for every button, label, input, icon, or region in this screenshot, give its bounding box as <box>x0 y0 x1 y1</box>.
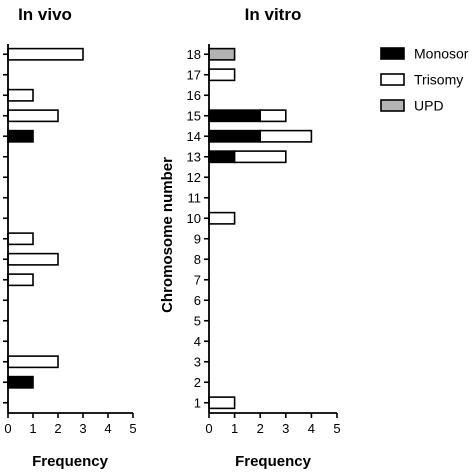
in-vitro-y-tick-label-9: 9 <box>194 231 201 246</box>
in-vivo-bars <box>7 47 84 389</box>
in-vitro-y-tick-label-16: 16 <box>187 88 201 103</box>
in-vitro-title: In vitro <box>245 5 302 24</box>
in-vivo-bar-trisomy-chr-7 <box>7 273 34 287</box>
in-vivo-axes: 0 1 2 3 4 5 <box>3 44 137 436</box>
in-vitro-y-tick-label-17: 17 <box>187 67 201 82</box>
in-vitro-y-tick-label-2: 2 <box>194 375 201 390</box>
in-vitro-y-tick-label-18: 18 <box>187 47 201 62</box>
in-vivo-bar-trisomy-chr-16 <box>7 88 34 102</box>
in-vivo-x-tick-label-2: 2 <box>54 421 61 436</box>
in-vitro-x-tick-label-5: 5 <box>333 421 340 436</box>
in-vitro-bar-trisomy-chr-14 <box>259 129 313 143</box>
in-vitro-x-axis-label: Frequency <box>235 453 312 470</box>
legend-label-0: Monosor <box>414 46 469 62</box>
in-vitro-bar-trisomy-chr-13 <box>233 150 287 164</box>
in-vivo-title: In vivo <box>18 5 72 24</box>
in-vivo-bar-trisomy-chr-9 <box>7 232 34 246</box>
in-vitro-y-tick-label-10: 10 <box>187 211 201 226</box>
in-vitro-bar-monosomy-chr-13 <box>208 150 236 164</box>
legend-swatch-1 <box>380 73 405 86</box>
in-vitro-y-tick-label-6: 6 <box>194 293 201 308</box>
in-vitro-y-tick-label-7: 7 <box>194 272 201 287</box>
in-vivo-bar-trisomy-chr-18 <box>7 47 84 61</box>
legend-label-2: UPD <box>414 98 444 114</box>
in-vitro-bar-upd-chr-18 <box>208 47 236 61</box>
in-vitro-bar-trisomy-chr-1 <box>208 396 236 410</box>
in-vitro-y-tick-label-8: 8 <box>194 252 201 267</box>
in-vitro-x-tick-label-0: 0 <box>205 421 212 436</box>
in-vitro-bar-monosomy-chr-14 <box>208 129 262 143</box>
in-vitro-y-tick-label-11: 11 <box>188 190 202 205</box>
in-vitro-bar-monosomy-chr-15 <box>208 109 262 123</box>
in-vitro-bar-trisomy-chr-17 <box>208 68 236 82</box>
in-vivo-bar-trisomy-chr-3 <box>7 355 59 369</box>
in-vitro-y-tick-label-1: 1 <box>194 395 201 410</box>
in-vivo-x-tick-label-5: 5 <box>129 421 136 436</box>
in-vivo-bar-monosomy-chr-2 <box>7 375 34 389</box>
in-vivo-x-tick-label-0: 0 <box>4 421 11 436</box>
in-vivo-x-tick-label-3: 3 <box>79 421 86 436</box>
in-vivo-x-tick-label-1: 1 <box>29 421 36 436</box>
in-vivo-panel: In vivo 0 1 2 3 4 5 Frequency <box>3 5 137 470</box>
in-vitro-y-axis-label: Chromosome number <box>159 157 176 313</box>
in-vitro-y-tick-label-15: 15 <box>187 108 201 123</box>
in-vivo-bar-monosomy-chr-14 <box>7 129 34 143</box>
in-vitro-bar-trisomy-chr-10 <box>208 211 236 225</box>
legend-swatch-0 <box>380 47 405 60</box>
legend-label-1: Trisomy <box>414 72 463 88</box>
in-vivo-bar-trisomy-chr-8 <box>7 252 59 266</box>
legend-swatch-2 <box>380 99 405 112</box>
in-vivo-bar-trisomy-chr-15 <box>7 109 59 123</box>
in-vitro-y-tick-label-13: 13 <box>187 149 201 164</box>
in-vitro-y-tick-label-4: 4 <box>194 334 201 349</box>
in-vitro-x-tick-label-2: 2 <box>257 421 264 436</box>
in-vitro-y-tick-label-5: 5 <box>194 313 201 328</box>
in-vitro-y-tick-label-14: 14 <box>187 129 201 144</box>
in-vivo-x-axis-label: Frequency <box>32 453 109 470</box>
in-vitro-x-tick-label-3: 3 <box>282 421 289 436</box>
in-vitro-bar-trisomy-chr-15 <box>259 109 287 123</box>
legend: Monosor Trisomy UPD <box>380 46 469 114</box>
in-vitro-bars <box>208 47 313 410</box>
in-vitro-y-tick-label-12: 12 <box>187 170 201 185</box>
in-vitro-x-tick-label-1: 1 <box>231 421 238 436</box>
in-vivo-x-tick-label-4: 4 <box>104 421 111 436</box>
in-vitro-y-tick-label-3: 3 <box>194 354 201 369</box>
in-vitro-x-tick-label-4: 4 <box>308 421 315 436</box>
